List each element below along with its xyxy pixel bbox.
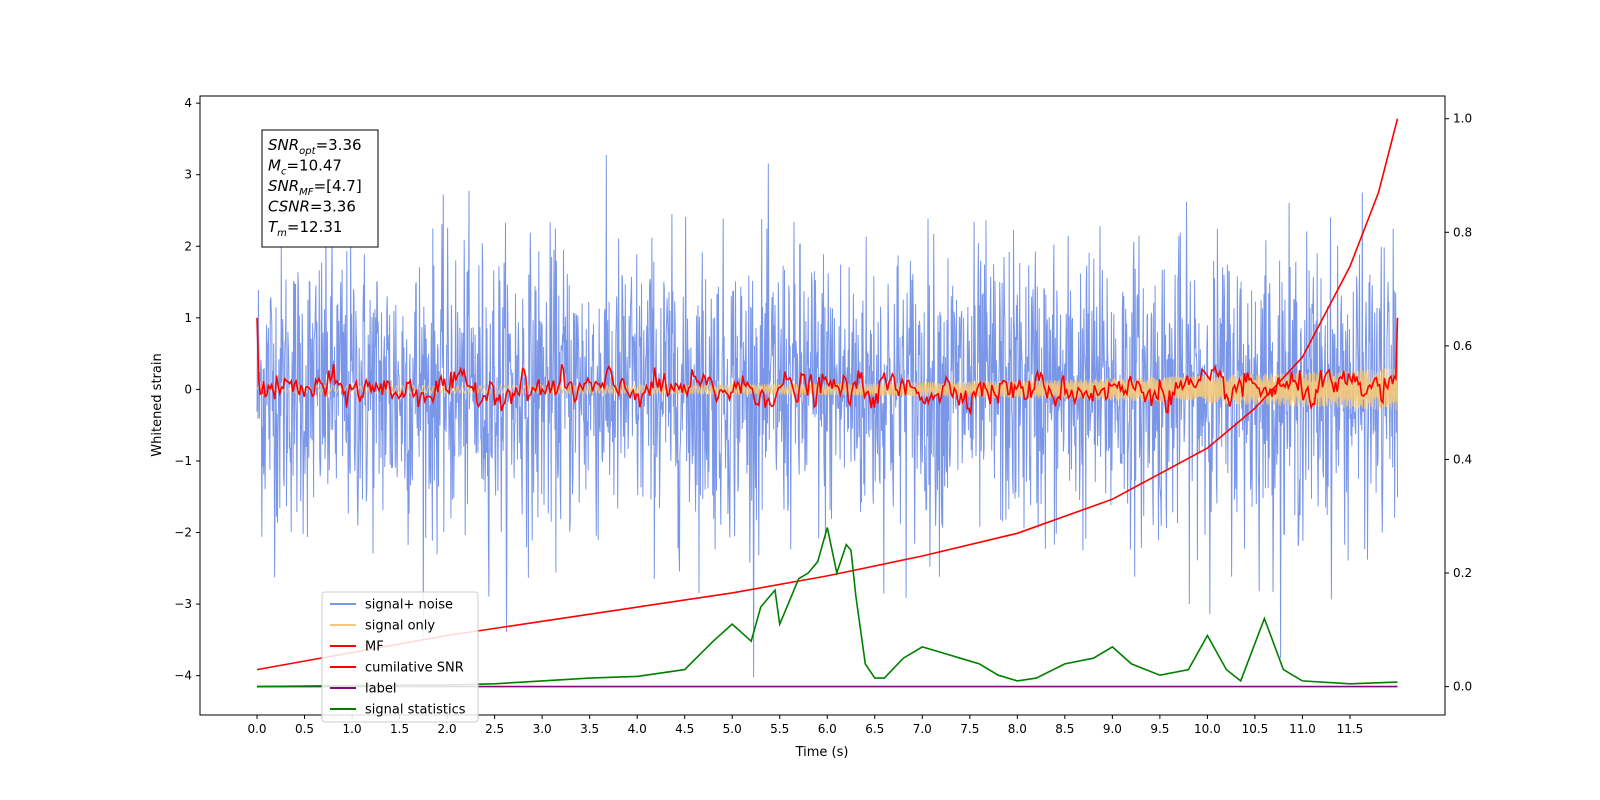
mf-line (256, 317, 1399, 415)
y-tick-label: −1 (174, 454, 192, 468)
annotation-line: CSNR=3.36 (268, 198, 356, 216)
legend: signal+ noise signal only MF cumilative SNR… (321, 591, 479, 723)
x-tick-label: 8.0 (1008, 722, 1027, 736)
x-tick-label: 7.0 (913, 722, 932, 736)
x-tick-label: 0.5 (295, 722, 314, 736)
y2-tick-label: 0.8 (1453, 225, 1472, 239)
annotation-line: Tm=12.31 (268, 218, 342, 239)
x-tick-label: 0.0 (247, 722, 266, 736)
mf-series (256, 317, 1399, 415)
signal-only-line (256, 368, 1398, 410)
y-tick-label: 2 (184, 239, 192, 253)
legend-signal-only-label: signal only (365, 619, 435, 634)
x-tick-label: 4.0 (628, 722, 647, 736)
x-tick-label: 6.5 (865, 722, 884, 736)
x-tick-label: 2.5 (485, 722, 504, 736)
annotation-frame (261, 129, 379, 248)
annotation-line: Mc=10.47 (268, 157, 342, 178)
signal-only-series (256, 368, 1398, 410)
x-tick-label: 9.0 (1103, 722, 1122, 736)
y2-tick-label: 0.0 (1453, 680, 1472, 694)
signal-statistics-line (256, 527, 1398, 688)
legend-frame (321, 591, 479, 723)
x-tick-label: 4.5 (675, 722, 694, 736)
y-tick-label: 1 (184, 311, 192, 325)
x-axis-label: Time (s) (795, 745, 849, 760)
y-tick-label: −3 (174, 597, 192, 611)
y-tick-label: −4 (174, 669, 192, 683)
x-tick-label: 5.0 (723, 722, 742, 736)
y2-axis-ticks: 1.0 0.8 0.6 0.4 0.2 0.0 (1445, 112, 1472, 694)
x-axis-ticks: 0.0 0.5 1.0 1.5 2.0 2.5 3.0 3.5 4.0 4.5 5.0 5.5 6.0 6… (247, 715, 1363, 736)
y-tick-label: 4 (184, 96, 192, 110)
y-axis-label: Whitened strain (150, 353, 165, 456)
x-tick-label: 2.0 (438, 722, 457, 736)
legend-mf-label: MF (365, 640, 384, 655)
y2-tick-label: 0.4 (1453, 452, 1472, 466)
annotation-line: SNRopt=3.36 (268, 136, 362, 157)
x-tick-label: 11.0 (1289, 722, 1316, 736)
x-tick-label: 1.0 (343, 722, 362, 736)
legend-cumulative-snr-label: cumilative SNR (365, 661, 464, 676)
legend-signal-plus-noise-label: signal+ noise (365, 598, 453, 613)
x-tick-label: 3.5 (580, 722, 599, 736)
y2-tick-label: 0.6 (1453, 339, 1472, 353)
x-tick-label: 1.5 (390, 722, 409, 736)
x-tick-label: 9.5 (1150, 722, 1169, 736)
x-tick-label: 8.5 (1055, 722, 1074, 736)
signal-plus-noise-series (256, 154, 1398, 678)
x-tick-label: 10.5 (1242, 722, 1269, 736)
legend-label-label: label (365, 682, 396, 697)
y-tick-label: 0 (184, 382, 192, 396)
x-tick-label: 5.5 (770, 722, 789, 736)
legend-signal-statistics-label: signal statistics (365, 703, 466, 718)
x-tick-label: 6.0 (818, 722, 837, 736)
y2-tick-label: 1.0 (1453, 112, 1472, 126)
signal-plus-noise-line (256, 154, 1398, 678)
x-tick-label: 7.5 (960, 722, 979, 736)
y-tick-label: 3 (184, 168, 192, 182)
x-tick-label: 11.5 (1337, 722, 1364, 736)
y2-tick-label: 0.2 (1453, 566, 1472, 580)
cumulative-snr-line (256, 118, 1399, 671)
x-tick-label: 3.0 (533, 722, 552, 736)
annotation-line: SNRMF=[4.7] (268, 177, 362, 198)
y-axis-ticks: 4 3 2 1 0 −1 −2 −3 −4 (174, 96, 200, 683)
y-tick-label: −2 (174, 526, 192, 540)
x-tick-label: 10.0 (1194, 722, 1221, 736)
